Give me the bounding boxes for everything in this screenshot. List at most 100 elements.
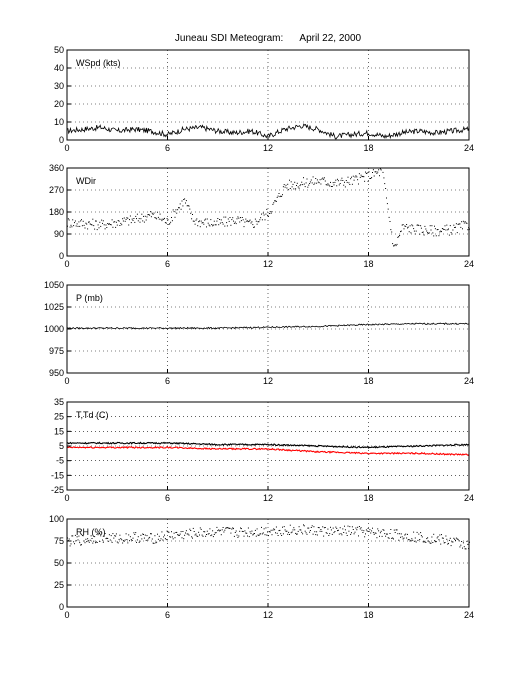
data-point — [397, 236, 399, 238]
data-point — [193, 220, 195, 222]
y-tick-label: -5 — [56, 456, 64, 466]
panel-label: RH (%) — [76, 527, 106, 537]
data-point — [440, 543, 442, 545]
data-point — [353, 179, 355, 181]
data-point — [150, 533, 152, 535]
data-point — [268, 215, 269, 217]
data-point — [368, 171, 370, 173]
data-point — [395, 245, 397, 247]
data-point — [353, 533, 355, 535]
data-point — [74, 534, 76, 536]
data-point — [294, 181, 296, 183]
data-point — [120, 222, 122, 224]
data-point — [332, 182, 334, 184]
data-point — [339, 527, 341, 529]
data-point — [359, 176, 361, 178]
data-point — [308, 527, 310, 529]
data-point — [265, 527, 267, 529]
data-point — [220, 219, 222, 221]
data-point — [86, 223, 88, 225]
data-point — [379, 168, 381, 170]
data-point — [194, 223, 196, 225]
data-point — [356, 176, 358, 178]
data-point — [413, 228, 415, 230]
data-point — [102, 541, 104, 543]
y-tick-label: 20 — [54, 99, 64, 109]
data-point — [190, 530, 192, 531]
data-point — [346, 535, 348, 536]
data-point — [385, 188, 387, 189]
data-point — [276, 532, 278, 534]
data-point — [108, 223, 110, 225]
data-point — [288, 189, 290, 191]
data-point — [363, 176, 365, 178]
data-point — [427, 232, 429, 234]
data-point — [289, 534, 290, 535]
data-point — [114, 535, 116, 537]
data-point — [328, 184, 330, 186]
data-point — [95, 220, 96, 222]
data-point — [292, 529, 294, 531]
data-point — [453, 537, 455, 539]
data-point — [107, 538, 109, 539]
x-tick-label: 12 — [263, 259, 273, 269]
data-point — [200, 220, 202, 222]
data-point — [396, 529, 398, 531]
data-point — [252, 534, 254, 536]
data-point — [413, 540, 415, 542]
data-point — [188, 534, 190, 536]
data-point — [227, 218, 229, 220]
data-point — [194, 534, 196, 536]
y-tick-label: 0 — [59, 251, 64, 261]
data-point — [124, 539, 126, 541]
data-point — [323, 178, 325, 180]
data-point — [320, 183, 322, 185]
x-tick-label: 0 — [64, 610, 69, 620]
data-point — [121, 539, 123, 541]
data-point — [149, 536, 151, 538]
data-point — [92, 218, 94, 220]
data-point — [320, 529, 322, 530]
data-point — [374, 532, 376, 534]
data-point — [261, 213, 262, 215]
data-point — [156, 218, 158, 220]
data-point — [426, 538, 428, 540]
data-point — [415, 541, 417, 543]
data-point — [464, 221, 466, 223]
data-point — [354, 176, 356, 178]
data-point — [207, 222, 209, 224]
data-point — [183, 199, 185, 200]
data-point — [296, 533, 298, 535]
data-point — [74, 222, 75, 224]
data-point — [403, 537, 405, 539]
data-point — [413, 230, 415, 232]
data-point — [128, 224, 130, 226]
data-point — [431, 225, 433, 227]
x-tick-label: 24 — [464, 493, 474, 503]
data-point — [95, 542, 96, 544]
data-point — [246, 532, 248, 534]
data-point — [201, 534, 203, 536]
data-point — [135, 532, 137, 534]
data-point — [105, 224, 107, 226]
data-point — [199, 527, 201, 529]
data-point — [347, 525, 349, 527]
data-point — [143, 221, 145, 223]
data-point — [221, 529, 223, 531]
data-point — [340, 179, 342, 181]
data-point — [253, 533, 255, 535]
data-point — [401, 536, 403, 538]
data-point — [462, 220, 464, 222]
data-point — [424, 225, 426, 227]
data-point — [284, 529, 286, 531]
data-point — [355, 527, 357, 529]
x-tick-label: 0 — [64, 259, 69, 269]
data-point — [69, 545, 71, 547]
data-point — [281, 195, 283, 197]
data-point — [366, 530, 368, 532]
y-tick-label: 40 — [54, 63, 64, 73]
data-point — [98, 227, 100, 229]
data-point — [350, 533, 352, 535]
x-tick-label: 6 — [165, 143, 170, 153]
data-point — [158, 535, 160, 537]
